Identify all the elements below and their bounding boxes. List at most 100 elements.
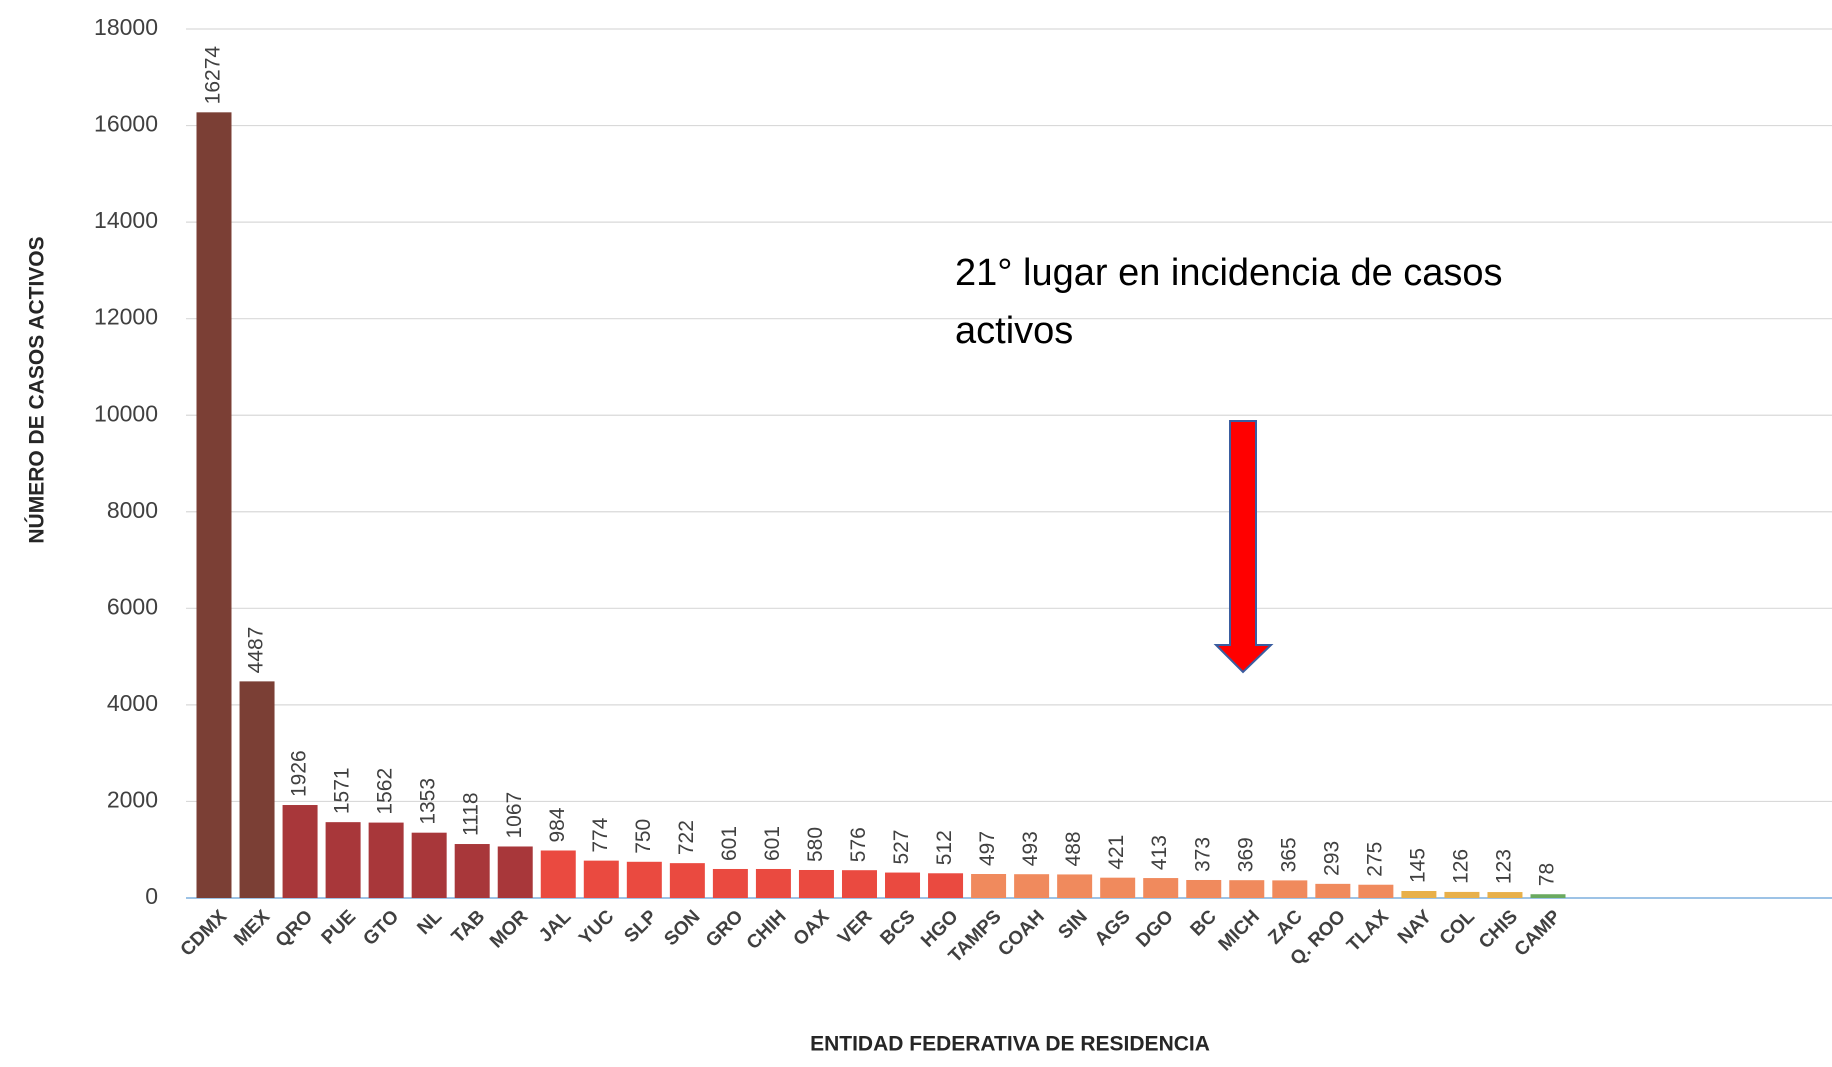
value-label: 750 [632,819,655,854]
value-label: 369 [1234,837,1257,872]
bar [928,873,964,898]
bar [669,863,705,898]
y-tick-label: 8000 [107,497,158,523]
arrow-shape [1213,420,1274,674]
y-tick-label: 4000 [107,690,158,716]
value-label: 1926 [288,750,311,797]
bar [196,112,232,898]
bar [497,846,533,898]
bar [1186,879,1222,898]
value-label: 4487 [245,627,268,674]
value-label: 601 [761,826,784,861]
x-tick-label: DGO [1132,906,1177,951]
x-tick-label: VER [834,906,877,949]
bar [454,844,490,898]
value-label: 601 [718,826,741,861]
value-label: 774 [589,817,612,852]
value-label: 580 [804,827,827,862]
value-label: 722 [675,820,698,855]
x-tick-label: COAH [994,906,1048,960]
bar [712,868,748,898]
bar [798,869,834,898]
x-tick-label: SLP [620,906,661,947]
x-tick-label: NAY [1394,906,1436,948]
value-label: 293 [1320,841,1343,876]
x-axis-title: ENTIDAD FEDERATIVA DE RESIDENCIA [810,1033,1210,1056]
bar [755,868,791,898]
value-label: 1571 [331,767,354,814]
value-label: 576 [847,827,870,862]
x-tick-label: PUE [318,906,360,948]
value-label: 1562 [374,768,397,815]
x-tick-label: CDMX [177,906,232,961]
x-tick-label: COL [1436,906,1479,949]
bar [1444,891,1480,898]
y-tick-label: 14000 [94,207,158,233]
y-tick-label: 6000 [107,593,158,619]
bar [971,874,1007,898]
x-tick-label: MICH [1215,906,1264,955]
x-tick-label: GRO [702,906,747,951]
y-tick-label: 10000 [94,400,158,426]
bar [325,822,361,898]
value-label: 126 [1449,849,1472,884]
y-tick-label: 18000 [94,14,158,40]
bar [885,872,921,898]
x-tick-label: SON [660,906,704,950]
bar [239,681,275,898]
x-tick-label: CAMP [1511,906,1566,961]
bar [841,870,877,898]
value-label: 1067 [503,792,526,839]
x-tick-label: GTO [359,906,403,950]
bar [282,805,318,898]
value-label: 493 [1019,831,1042,866]
x-tick-label: YUC [575,906,618,949]
value-label: 16274 [202,46,225,105]
value-label: 413 [1148,835,1171,870]
x-tick-label: AGS [1091,906,1135,950]
value-label: 488 [1062,831,1085,866]
bar [411,832,447,898]
bar [1358,884,1394,898]
value-label: 78 [1536,863,1559,886]
bar [1057,874,1093,898]
value-label: 497 [976,831,999,866]
x-tick-label: MOR [486,906,532,952]
value-label: 527 [890,830,913,865]
bar [1530,894,1566,898]
bar [1143,878,1179,898]
value-label: 512 [933,830,956,865]
bar [583,860,619,898]
y-axis-title: NÚMERO DE CASOS ACTIVOS [25,236,49,543]
bar [1315,883,1351,898]
y-tick-label: 16000 [94,111,158,137]
bar [1487,892,1523,898]
bar [1229,880,1265,898]
x-tick-label: NL [413,906,446,939]
x-tick-label: QRO [272,906,317,951]
x-tick-label: JAL [535,906,576,947]
x-tick-label: CHIH [743,906,791,954]
value-label: 275 [1363,842,1386,877]
bar [540,850,576,898]
value-label: 373 [1191,837,1214,872]
bar [1401,890,1437,898]
annotation: 21° lugar en incidencia de casos activos [955,252,1503,352]
y-tick-label: 2000 [107,787,158,813]
x-tick-label: BC [1187,906,1221,940]
x-tick-label: SIN [1054,906,1091,943]
value-label: 123 [1493,849,1516,884]
value-label: 421 [1105,835,1128,870]
bar [1272,880,1308,898]
x-tick-label: TLAX [1343,906,1393,956]
bar [368,822,404,898]
y-tick-label: 0 [145,883,158,909]
arrow [1213,420,1274,674]
value-label: 145 [1406,848,1429,883]
x-tick-label: MEX [230,906,274,950]
bar [1100,877,1136,898]
value-label: 365 [1277,837,1300,872]
value-label: 1353 [417,778,440,825]
